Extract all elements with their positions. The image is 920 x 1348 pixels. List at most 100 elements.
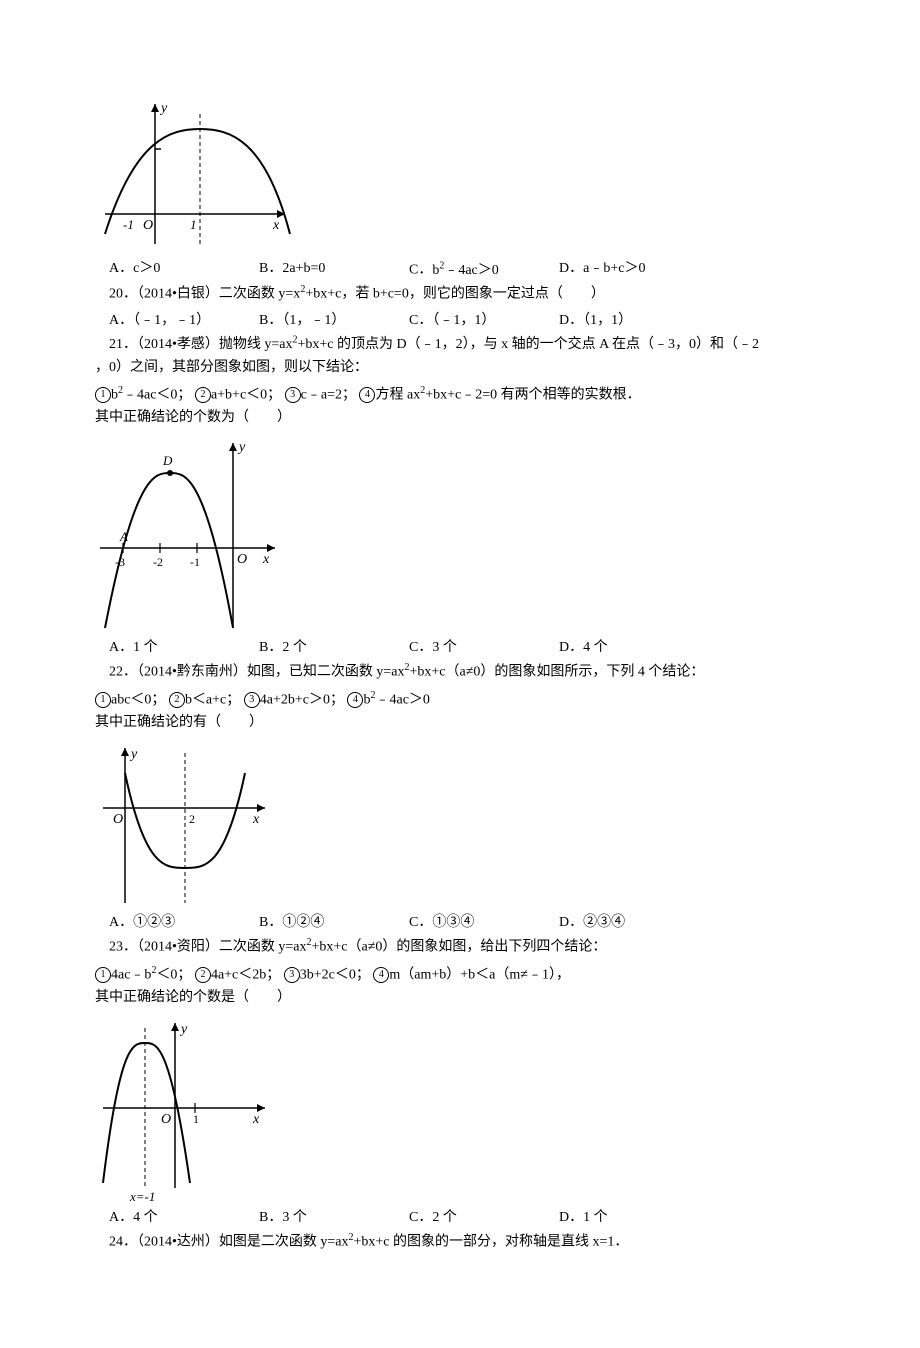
q20-d-text: （1，1） (583, 313, 632, 328)
q22-b-text: ①②④ (282, 915, 324, 930)
q23-c1-post: ＜0； (156, 967, 191, 982)
q21-c1-mid: ﹣4ac＜0； (123, 388, 191, 403)
q24-stem: 24．（2014•达州）如图是二次函数 y=ax2+bx+c 的图象的一部分，对… (95, 1230, 825, 1254)
q20-options: A．（﹣1，﹣1） B．（1，﹣1） C．（﹣1，1） D．（1，1） (95, 310, 825, 332)
q20-c-text: （﹣1，1） (432, 313, 495, 328)
tick-neg1: -1 (123, 217, 134, 232)
q23-c3: 3b+2c＜0； (300, 967, 370, 982)
q20-a-label: A． (109, 313, 133, 328)
a-label: A (119, 529, 128, 544)
q20-label: 20． (109, 287, 137, 302)
q19-c-text: b2﹣4ac＞0 (432, 263, 498, 278)
q21-c4-post: +bx+c﹣2=0 有两个相等的实数根． (425, 388, 640, 403)
y-axis-label: y (237, 440, 246, 455)
q19-c-label: C． (409, 263, 432, 278)
q19-a-text: c＞0 (133, 261, 160, 276)
q22-options: A．①②③ B．①②④ C．①③④ D．②③④ (95, 912, 825, 934)
q22-a-text: ①②③ (133, 915, 175, 930)
q23-c4: m（am+b）+b＜a（m≠﹣1）， (389, 967, 570, 982)
q23-a-text: 4 个 (133, 1210, 158, 1225)
q23-d-text: 1 个 (583, 1210, 608, 1225)
q23-c-text: 2 个 (432, 1210, 457, 1225)
q20-stem: 20．（2014•白银）二次函数 y=x2+bx+c，若 b+c=0，则它的图象… (95, 282, 825, 306)
q22-conclusions: 1abc＜0； 2b＜a+c； 34a+2b+c＞0； 4b2﹣4ac＞0 (95, 688, 825, 712)
q22-a-label: A． (109, 915, 133, 930)
q19-a-label: A． (109, 261, 133, 276)
q20-pre: 二次函数 y=x (219, 287, 300, 302)
q21-c-text: 3 个 (432, 640, 457, 655)
q21-line2: ，0）之间，其部分图象如图，则以下结论： (95, 360, 368, 375)
q21-c-label: C． (409, 640, 432, 655)
q21-stem: 21．（2014•孝感）抛物线 y=ax2+bx+c 的顶点为 D（﹣1，2），… (95, 332, 825, 378)
q22-d-text: ②③④ (583, 915, 625, 930)
q20-b-label: B． (259, 313, 282, 328)
tick-n3: -3 (115, 555, 125, 569)
q23-label: 23． (109, 939, 137, 954)
q23-source: （2014•资阳） (137, 939, 219, 954)
q19-options: A．c＞0 B．2a+b=0 C．b2﹣4ac＞0 D．a﹣b+c＞0 (95, 258, 825, 282)
q24-label: 24． (109, 1234, 137, 1249)
q19-d-text: a﹣b+c＞0 (583, 261, 645, 276)
tick-1: 1 (193, 1112, 199, 1126)
q22-b-label: B． (259, 915, 282, 930)
q22-source: （2014•黔东南州） (137, 664, 247, 679)
q21-options: A．1 个 B．2 个 C．3 个 D．4 个 (95, 637, 825, 659)
q22-c4-post: ﹣4ac＞0 (375, 692, 429, 707)
q22-stem: 22．（2014•黔东南州）如图，已知二次函数 y=ax2+bx+c（a≠0）的… (95, 660, 825, 684)
q21-label: 21． (109, 337, 137, 352)
origin-label: O (113, 812, 123, 827)
q22-pre: 如图，已知二次函数 y=ax (247, 664, 405, 679)
d-label: D (162, 453, 173, 468)
y-axis-label: y (129, 747, 138, 762)
q21-a-label: A． (109, 640, 133, 655)
q23-pre: 二次函数 y=ax (219, 939, 307, 954)
q22-label: 22． (109, 664, 137, 679)
q23-conclusions: 14ac﹣b2＜0； 24a+c＜2b； 33b+2c＜0； 4m（am+b）+… (95, 963, 825, 987)
q24-pre: 如图是二次函数 y=ax (219, 1234, 349, 1249)
q23-b-text: 3 个 (282, 1210, 307, 1225)
q21-b-label: B． (259, 640, 282, 655)
q21-c2: a+b+c＜0； (211, 388, 281, 403)
tick-n1: -1 (190, 555, 200, 569)
q23-c-label: C． (409, 1210, 432, 1225)
q23-final: 其中正确结论的个数是（ ） (95, 987, 825, 1009)
x-eq-label: x=-1 (129, 1189, 155, 1203)
q21-a-text: 1 个 (133, 640, 158, 655)
tick-2: 2 (189, 812, 195, 826)
q23-parabola-figure: O 1 y x x=-1 (95, 1013, 275, 1203)
q21-b-text: 2 个 (282, 640, 307, 655)
x-axis-label: x (262, 552, 270, 567)
q20-source: （2014•白银） (137, 287, 219, 302)
q22-post: +bx+c（a≠0）的图象如图所示，下列 4 个结论： (410, 664, 705, 679)
q21-c1-pre: b (111, 388, 118, 403)
q20-d-label: D． (559, 313, 583, 328)
q23-post: +bx+c（a≠0）的图象如图，给出下列四个结论： (312, 939, 607, 954)
q24-post: +bx+c 的图象的一部分，对称轴是直线 x=1． (354, 1234, 629, 1249)
q23-d-label: D． (559, 1210, 583, 1225)
q19-parabola-figure: -1 1 O y x (95, 94, 295, 254)
q23-a-label: A． (109, 1210, 133, 1225)
q23-c2: 4a+c＜2b； (211, 967, 280, 982)
q21-source: （2014•孝感） (137, 337, 219, 352)
q20-post: +bx+c，若 b+c=0，则它的图象一定过点（ ） (305, 287, 605, 302)
q22-c-label: C． (409, 915, 432, 930)
q21-c3: c﹣a=2； (301, 388, 356, 403)
q21-mid: +bx+c 的顶点为 D（﹣1，2），与 x 轴的一个交点 A 在点（﹣3，0）… (298, 337, 759, 352)
q19-d-label: D． (559, 261, 583, 276)
q23-options: A．4 个 B．3 个 C．2 个 D．1 个 (95, 1207, 825, 1229)
q21-d-text: 4 个 (583, 640, 608, 655)
q21-parabola-figure: D A -3 -2 -1 O y x (95, 433, 285, 633)
q24-source: （2014•达州） (137, 1234, 219, 1249)
origin-label: O (161, 1112, 171, 1127)
q21-c4-pre: 方程 ax (375, 388, 420, 403)
q22-final: 其中正确结论的有（ ） (95, 712, 825, 734)
q21-pre: 抛物线 y=ax (219, 337, 293, 352)
origin-label: O (237, 552, 247, 567)
q22-c-text: ①③④ (432, 915, 474, 930)
q22-parabola-figure: O 2 y x (95, 738, 275, 908)
x-axis-label: x (252, 1112, 260, 1127)
q21-conclusions: 1b2﹣4ac＜0； 2a+b+c＜0； 3c﹣a=2； 4方程 ax2+bx+… (95, 383, 825, 407)
q23-c1-pre: 4ac﹣b (111, 967, 151, 982)
q22-c3: 4a+2b+c＞0； (260, 692, 344, 707)
q19-b-label: B． (259, 261, 282, 276)
